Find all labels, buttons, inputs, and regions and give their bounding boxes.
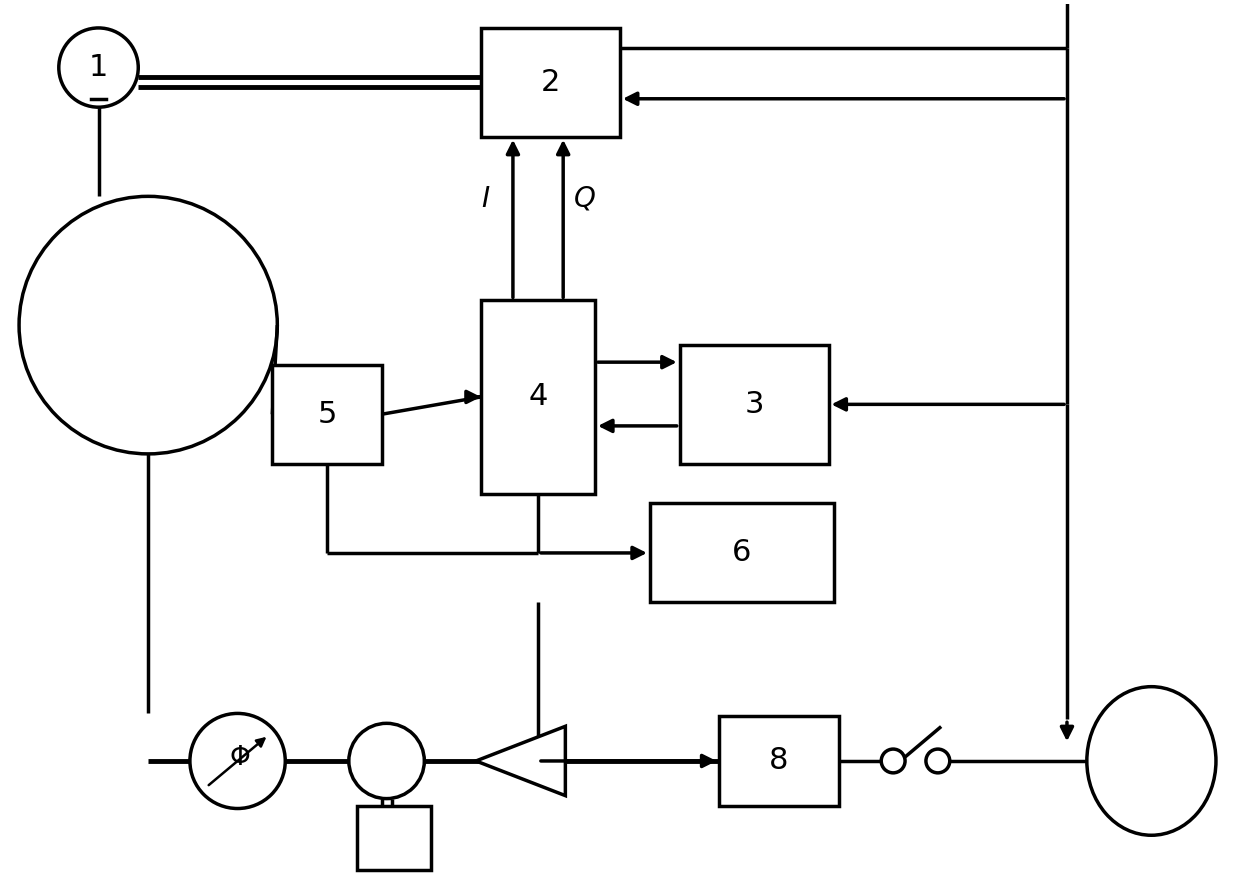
- Text: 3: 3: [745, 390, 763, 419]
- Circle shape: [58, 28, 139, 107]
- Circle shape: [881, 749, 904, 773]
- Bar: [481, 28, 620, 137]
- Text: I: I: [481, 185, 489, 213]
- Text: 5: 5: [317, 400, 337, 429]
- Circle shape: [190, 713, 285, 809]
- Text: 4: 4: [528, 383, 548, 411]
- Bar: [481, 301, 595, 493]
- Bar: [720, 716, 839, 805]
- Text: Q: Q: [574, 185, 596, 213]
- Ellipse shape: [1087, 687, 1215, 835]
- Text: 8: 8: [769, 746, 789, 775]
- Bar: [273, 365, 382, 464]
- Text: 1: 1: [89, 53, 108, 82]
- Text: 2: 2: [540, 68, 560, 97]
- Bar: [680, 345, 829, 464]
- Polygon shape: [476, 727, 565, 796]
- Bar: [649, 503, 834, 603]
- Bar: [357, 805, 431, 870]
- Circle shape: [349, 723, 424, 798]
- Circle shape: [926, 749, 950, 773]
- Text: $\Phi$: $\Phi$: [229, 745, 250, 771]
- Circle shape: [19, 196, 278, 453]
- Text: 6: 6: [732, 538, 751, 568]
